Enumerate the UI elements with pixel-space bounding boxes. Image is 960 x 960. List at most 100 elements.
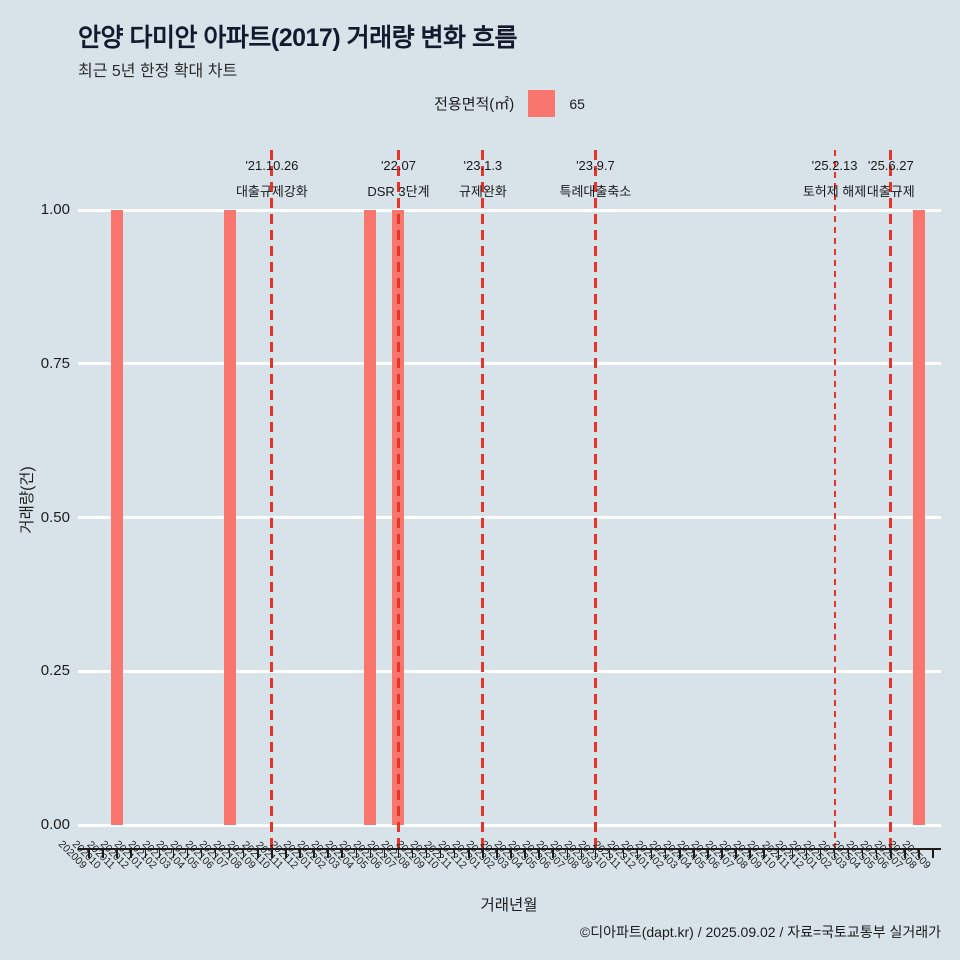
x-tick — [453, 850, 456, 858]
x-tick — [735, 850, 737, 858]
x-tick — [496, 850, 498, 858]
x-tick — [425, 850, 428, 858]
x-tick — [158, 850, 161, 858]
x-tick — [524, 850, 526, 858]
x-axis-line — [78, 848, 941, 850]
x-tick — [510, 850, 512, 858]
event-date: '25.2.13 — [811, 158, 858, 173]
x-tick — [242, 850, 245, 858]
x-tick — [636, 850, 639, 858]
footer-credit: ©디아파트(dapt.kr) / 2025.09.02 / 자료=국토교통부 실… — [579, 924, 941, 940]
x-tick — [214, 850, 217, 858]
event-date: '23.9.7 — [576, 158, 615, 173]
legend-swatch — [528, 90, 556, 117]
x-axis-title: 거래년월 — [480, 897, 538, 914]
x-tick — [679, 850, 681, 858]
x-tick — [805, 850, 808, 858]
event-label: DSR 3단계 — [367, 184, 430, 199]
x-tick — [327, 850, 329, 858]
legend-title: 전용면적(㎡) — [434, 96, 515, 113]
x-tick — [622, 850, 625, 858]
bar-202107 — [223, 210, 236, 825]
event-label: 토허제 해제 — [802, 184, 867, 199]
y-axis-title: 거래량(건) — [19, 466, 36, 534]
x-tick — [777, 850, 780, 858]
event-line-202110 — [270, 150, 274, 850]
page-subtitle: 최근 5년 한정 확대 차트 — [78, 63, 238, 80]
x-tick — [566, 850, 569, 858]
x-tick — [819, 850, 822, 858]
x-tick — [580, 850, 583, 858]
legend: 전용면적(㎡) 65 — [78, 90, 941, 117]
x-tick — [482, 850, 484, 858]
y-tick-label: 0.00 — [40, 816, 70, 833]
event-date: '23.1.3 — [463, 158, 503, 173]
x-tick — [693, 850, 695, 858]
x-tick — [918, 850, 920, 858]
x-tick — [369, 850, 372, 858]
x-tick — [299, 850, 301, 858]
gridline — [78, 516, 941, 519]
bar-202011 — [111, 210, 124, 825]
x-tick — [285, 850, 287, 858]
x-tick — [313, 850, 315, 858]
x-tick — [200, 850, 203, 858]
event-date: '25.6.27 — [867, 158, 914, 173]
gridline — [78, 208, 941, 212]
x-tick — [650, 850, 653, 858]
event-line-202207 — [396, 150, 400, 850]
x-tick — [130, 850, 132, 858]
x-tick — [763, 850, 765, 858]
x-tick — [88, 850, 90, 858]
bar-202508 — [912, 210, 925, 825]
x-tick — [594, 850, 597, 858]
x-tick — [664, 850, 667, 858]
x-tick — [257, 850, 259, 858]
legend-item-label: 65 — [569, 95, 585, 112]
event-label: 대출규제 — [866, 184, 915, 199]
x-tick — [411, 850, 414, 858]
x-tick — [890, 850, 892, 858]
x-tick — [468, 850, 470, 858]
event-label: 규제완화 — [458, 184, 507, 199]
event-date: '22.07 — [380, 158, 416, 173]
x-tick — [875, 850, 878, 858]
event-date: '21.10.26 — [245, 158, 299, 173]
x-tick — [552, 850, 554, 858]
x-tick — [833, 850, 836, 858]
page-title: 안양 다미안 아파트(2017) 거래량 변화 흐름 — [78, 24, 518, 52]
x-tick — [721, 850, 723, 858]
x-tick — [791, 850, 794, 858]
x-tick — [186, 850, 189, 858]
x-tick — [172, 850, 175, 858]
gridline — [78, 362, 941, 366]
x-tick — [144, 850, 147, 858]
x-tick — [355, 850, 358, 858]
x-tick — [116, 850, 118, 858]
x-tick — [538, 850, 540, 858]
x-tick — [707, 850, 709, 858]
y-tick-label: 0.25 — [40, 662, 70, 680]
y-tick-label: 0.75 — [40, 354, 70, 372]
x-tick — [847, 850, 850, 858]
x-tick — [749, 850, 751, 858]
x-tick — [102, 850, 104, 858]
event-label: 특례대출축소 — [559, 184, 632, 199]
x-tick — [271, 850, 273, 858]
event-line-202502 — [833, 150, 836, 850]
x-tick — [341, 850, 343, 858]
x-tick — [439, 850, 442, 858]
x-tick — [861, 850, 864, 858]
bar-202205 — [364, 210, 377, 825]
event-line-202506 — [889, 150, 893, 850]
event-line-202309 — [593, 150, 597, 850]
event-label: 대출규제강화 — [235, 184, 308, 199]
x-tick — [608, 850, 611, 858]
x-tick — [228, 850, 231, 858]
x-tick — [904, 850, 906, 858]
x-tick — [397, 850, 400, 858]
y-tick-label: 1.00 — [40, 201, 70, 218]
y-tick-label: 0.50 — [40, 508, 70, 526]
